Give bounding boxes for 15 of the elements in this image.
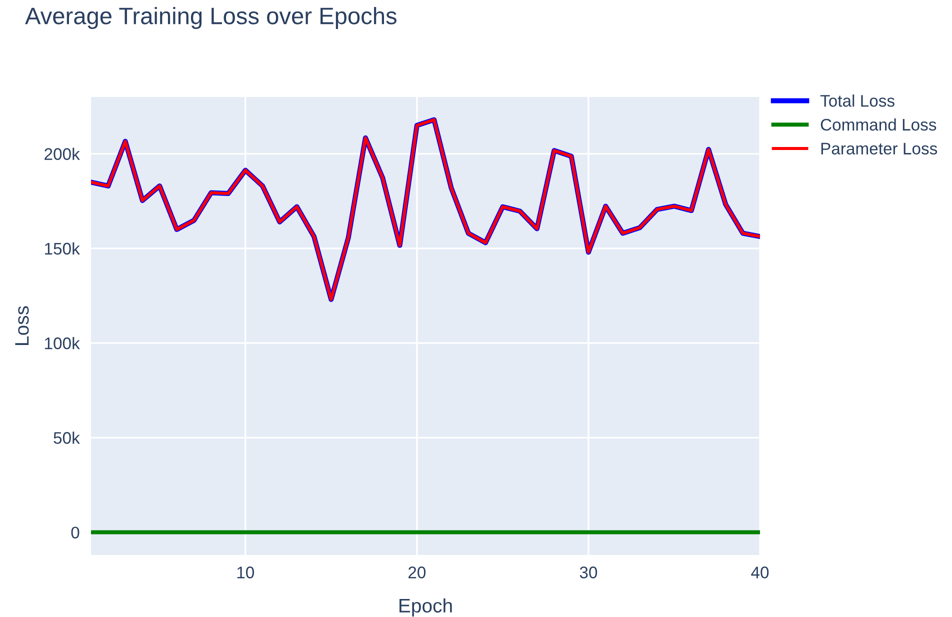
y-tick-label: 50k	[54, 432, 80, 444]
x-tick-label: 20	[408, 566, 426, 578]
y-tick-label: 0	[71, 526, 80, 538]
y-tick-label: 100k	[45, 336, 80, 350]
y-tick-label: 200k	[44, 148, 80, 160]
x-axis-title: Epoch	[400, 598, 452, 616]
legend-label: Command Loss	[820, 118, 936, 131]
x-tick-label: 30	[580, 566, 598, 578]
x-tick-label: 10	[237, 566, 254, 578]
legend-label: Parameter Loss	[821, 142, 938, 154]
y-tick-label: 150k	[45, 242, 80, 255]
x-tick-label: 40	[751, 566, 769, 578]
chart-title: Average Training Loss over Epochs	[25, 6, 396, 30]
legend-label: Total Loss	[820, 94, 894, 107]
y-axis-title: Loss	[15, 306, 29, 345]
